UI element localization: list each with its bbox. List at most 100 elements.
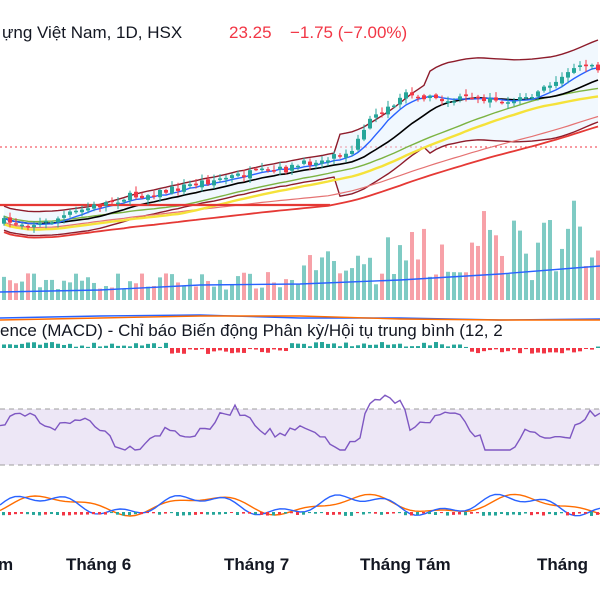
candle-body	[374, 114, 378, 118]
candle-body	[110, 200, 114, 203]
candle-body	[446, 101, 450, 103]
stoch-hist-bar	[494, 512, 497, 516]
macd-hist-bar	[134, 343, 138, 348]
macd-hist-bar	[182, 348, 186, 354]
macd-hist-bar	[338, 346, 342, 348]
stoch-hist-bar	[356, 512, 359, 514]
macd-hist-bar	[92, 342, 96, 348]
volume-bar	[152, 285, 156, 300]
candle-body	[86, 208, 90, 211]
candle-body	[530, 96, 534, 99]
macd-hist-bar	[368, 344, 372, 348]
stoch-hist-bar	[38, 512, 41, 516]
candle-body	[98, 205, 102, 208]
macd-hist-bar	[380, 342, 384, 348]
macd-hist-bar	[284, 348, 288, 352]
candle-body	[122, 199, 126, 202]
candle-body	[254, 168, 258, 171]
candle-body	[260, 168, 264, 171]
stoch-hist-bar	[452, 512, 455, 515]
candle-body	[392, 105, 396, 108]
candle-body	[350, 150, 354, 154]
candle-body	[152, 195, 156, 197]
macd-hist-bar	[236, 348, 240, 353]
macd-hist-bar	[560, 348, 564, 354]
macd-hist-bar	[104, 345, 108, 348]
macd-hist-bar	[56, 343, 60, 348]
stoch-hist-bar	[116, 512, 119, 515]
volume-bar	[98, 288, 102, 300]
volume-bar	[482, 211, 486, 300]
volume-bar	[548, 220, 552, 300]
candle-body	[542, 86, 546, 91]
stoch-hist-bar	[440, 512, 443, 514]
macd-hist-bar	[296, 343, 300, 348]
macd-hist-bar	[428, 345, 432, 348]
bollinger-lower	[3, 121, 599, 237]
volume-bar	[206, 281, 210, 300]
stoch-hist-bar	[164, 512, 167, 514]
macd-hist-bar	[128, 346, 132, 348]
rsi-band	[0, 409, 600, 465]
volume-bar	[278, 287, 282, 300]
macd-hist-bar	[50, 342, 54, 348]
stoch-hist-bar	[428, 512, 431, 515]
volume-bar	[542, 222, 546, 300]
candle-body	[338, 155, 342, 157]
stoch-hist-bar	[56, 512, 59, 515]
stoch-hist-bar	[416, 512, 419, 515]
candle-body	[38, 222, 42, 225]
macd-hist-bar	[482, 348, 486, 352]
stoch-hist-bar	[374, 512, 377, 514]
candle-body	[458, 96, 462, 100]
candle-body	[194, 183, 198, 186]
macd-hist-bar	[62, 344, 66, 348]
stoch-k-line	[0, 493, 600, 517]
candle-body	[386, 106, 390, 115]
candle-body	[566, 72, 570, 78]
macd-hist-bar	[176, 348, 180, 353]
volume-bar	[578, 226, 582, 300]
macd-hist-bar	[416, 346, 420, 348]
macd-hist-bar	[596, 346, 600, 348]
macd-hist-bar	[146, 343, 150, 348]
volume-bar	[506, 273, 510, 300]
macd-hist-bar	[392, 344, 396, 348]
macd-hist-bar	[218, 348, 222, 351]
candle-body	[410, 92, 414, 96]
stoch-hist-bar	[518, 512, 521, 516]
volume-bar	[104, 286, 108, 300]
candle-body	[428, 95, 432, 99]
candle-body	[356, 138, 360, 150]
candle-body	[290, 164, 294, 171]
price-change: −1.75 (−7.00%)	[290, 23, 407, 42]
stoch-hist-bar	[380, 512, 383, 515]
candle-body	[32, 225, 36, 228]
stoch-hist-bar	[8, 512, 11, 516]
macd-hist-bar	[512, 348, 516, 350]
candle-body	[584, 64, 588, 67]
stoch-hist-bar	[32, 512, 35, 515]
macd-hist-bar	[230, 348, 234, 354]
macd-hist-bar	[110, 343, 114, 348]
volume-bar	[134, 283, 138, 300]
candle-body	[482, 97, 486, 102]
stoch-hist-bar	[122, 512, 125, 516]
volume-bar	[596, 250, 600, 300]
stoch-hist-bar	[176, 512, 179, 516]
stoch-hist-bar	[482, 512, 485, 516]
volume-bar	[434, 274, 438, 300]
volume-bar	[350, 268, 354, 300]
candle-body	[206, 179, 210, 185]
volume-bar	[386, 237, 390, 300]
macd-hist-bar	[344, 342, 348, 348]
ma-green-line	[3, 87, 599, 223]
volume-bar	[20, 281, 24, 300]
macd-hist-bar	[422, 342, 426, 348]
stoch-hist-bar	[320, 512, 323, 514]
macd-hist-bar	[356, 345, 360, 348]
stoch-hist-bar	[158, 512, 161, 515]
stoch-hist-bar	[284, 512, 287, 514]
volume-bar	[26, 273, 30, 300]
macd-hist-bar	[578, 348, 582, 352]
